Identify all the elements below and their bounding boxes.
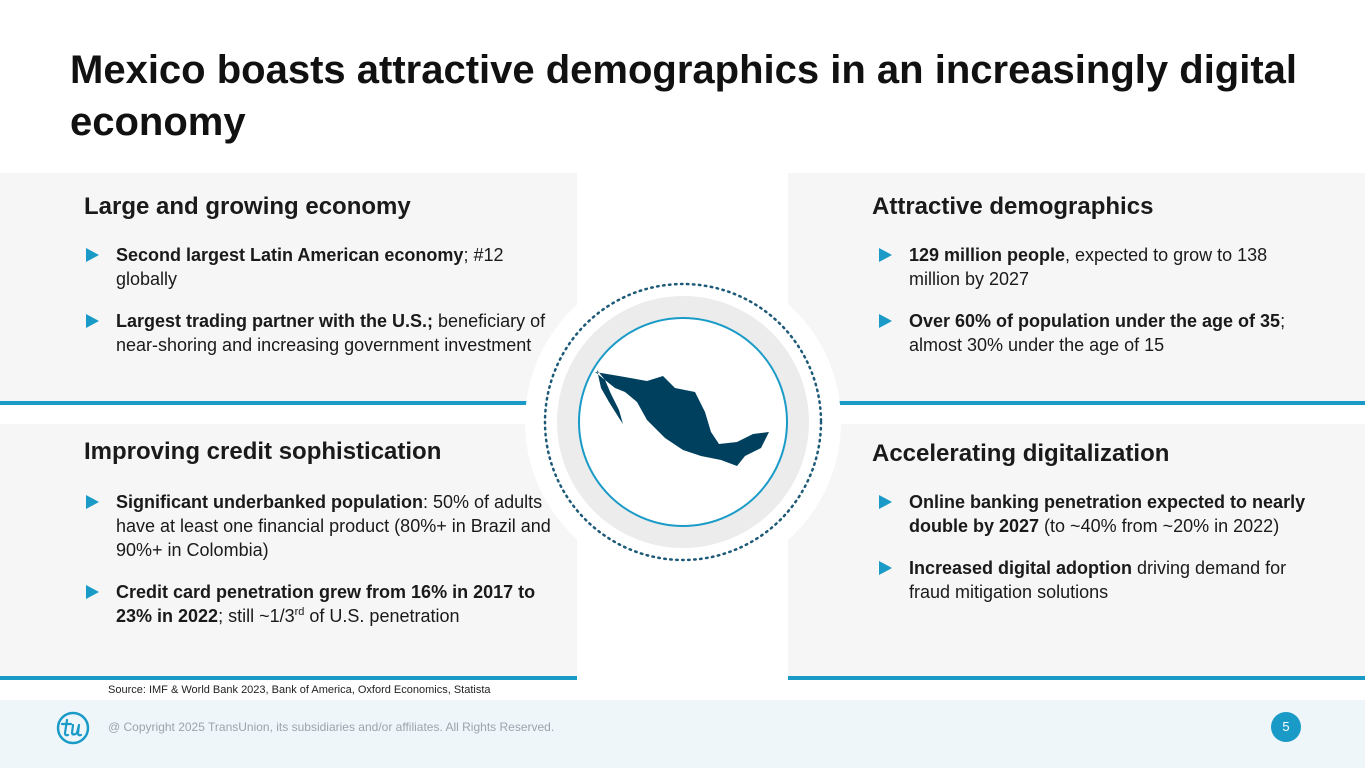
slide-title: Mexico boasts attractive demographics in…: [70, 48, 1298, 144]
text-run: ; almost 30% under the age of 15: [909, 311, 1286, 355]
text-run: rd: [294, 606, 305, 618]
text-run: : 50% of adults have at least one financ…: [116, 492, 551, 560]
bullet-item: Largest trading partner with the U.S.; b…: [84, 309, 564, 357]
bullet-marker: [879, 314, 892, 328]
bullet-item: Online banking penetration expected to n…: [877, 490, 1317, 538]
bullet-marker: [86, 248, 99, 262]
bullet-item: Credit card penetration grew from 16% in…: [84, 580, 574, 628]
bullet-item: Significant underbanked population: 50% …: [84, 490, 574, 562]
text-run: Over 60% of population under the age of …: [909, 311, 1281, 331]
footer-band: [0, 700, 1365, 768]
text-run: Online banking penetration expected to n…: [909, 492, 1306, 536]
bullet-item: Second largest Latin American economy; #…: [84, 243, 564, 291]
bullet-marker: [86, 314, 99, 328]
text-run: beneficiary of near-shoring and increasi…: [116, 311, 546, 355]
bullet-marker: [879, 248, 892, 262]
panel-heading: Accelerating digitalization: [872, 440, 1170, 467]
text-run: 129 million people: [909, 245, 1066, 265]
bullet-list: 129 million people, expected to grow to …: [877, 243, 1317, 375]
bullet-item: Increased digital adoption driving deman…: [877, 556, 1317, 604]
text-run: Credit card penetration grew from 16% in…: [116, 582, 536, 626]
divider: [788, 676, 1365, 680]
text-run: Largest trading partner with the U.S.;: [116, 311, 434, 331]
bullet-marker: [879, 495, 892, 509]
bullet-list: Online banking penetration expected to n…: [877, 490, 1317, 622]
panel-heading: Attractive demographics: [872, 193, 1154, 220]
divider: [0, 401, 530, 405]
page-number: 5: [1271, 712, 1301, 742]
text-run: (to ~40% from ~20% in 2022): [1039, 516, 1280, 536]
text-run: of U.S. penetration: [304, 606, 460, 626]
text-run: driving demand for fraud mitigation solu…: [909, 558, 1287, 602]
bullet-list: Second largest Latin American economy; #…: [84, 243, 564, 375]
text-run: Increased digital adoption: [909, 558, 1133, 578]
panel-heading: Improving credit sophistication: [84, 438, 442, 465]
panel-bg: [0, 424, 577, 677]
logo: [56, 711, 90, 745]
bullet-item: Over 60% of population under the age of …: [877, 309, 1317, 357]
text-run: , expected to grow to 138 million by 202…: [909, 245, 1268, 289]
divider: [836, 401, 1365, 405]
bullet-list: Significant underbanked population: 50% …: [84, 490, 574, 646]
copyright: @ Copyright 2025 TransUnion, its subsidi…: [108, 720, 555, 734]
bullet-marker: [86, 585, 99, 599]
bullet-marker: [86, 495, 99, 509]
bullet-item: 129 million people, expected to grow to …: [877, 243, 1317, 291]
panel-bg: [788, 173, 1365, 403]
text-run: ; still ~1/3: [218, 606, 295, 626]
panel-bg: [0, 173, 577, 403]
text-run: Significant underbanked population: [116, 492, 424, 512]
source-note: Source: IMF & World Bank 2023, Bank of A…: [108, 684, 491, 696]
map-graphic: [525, 264, 841, 580]
bullet-marker: [879, 561, 892, 575]
panel-bg: [788, 424, 1365, 677]
divider: [0, 676, 577, 680]
text-run: ; #12 globally: [116, 245, 504, 289]
panel-heading: Large and growing economy: [84, 193, 411, 220]
text-run: Second largest Latin American economy: [116, 245, 464, 265]
